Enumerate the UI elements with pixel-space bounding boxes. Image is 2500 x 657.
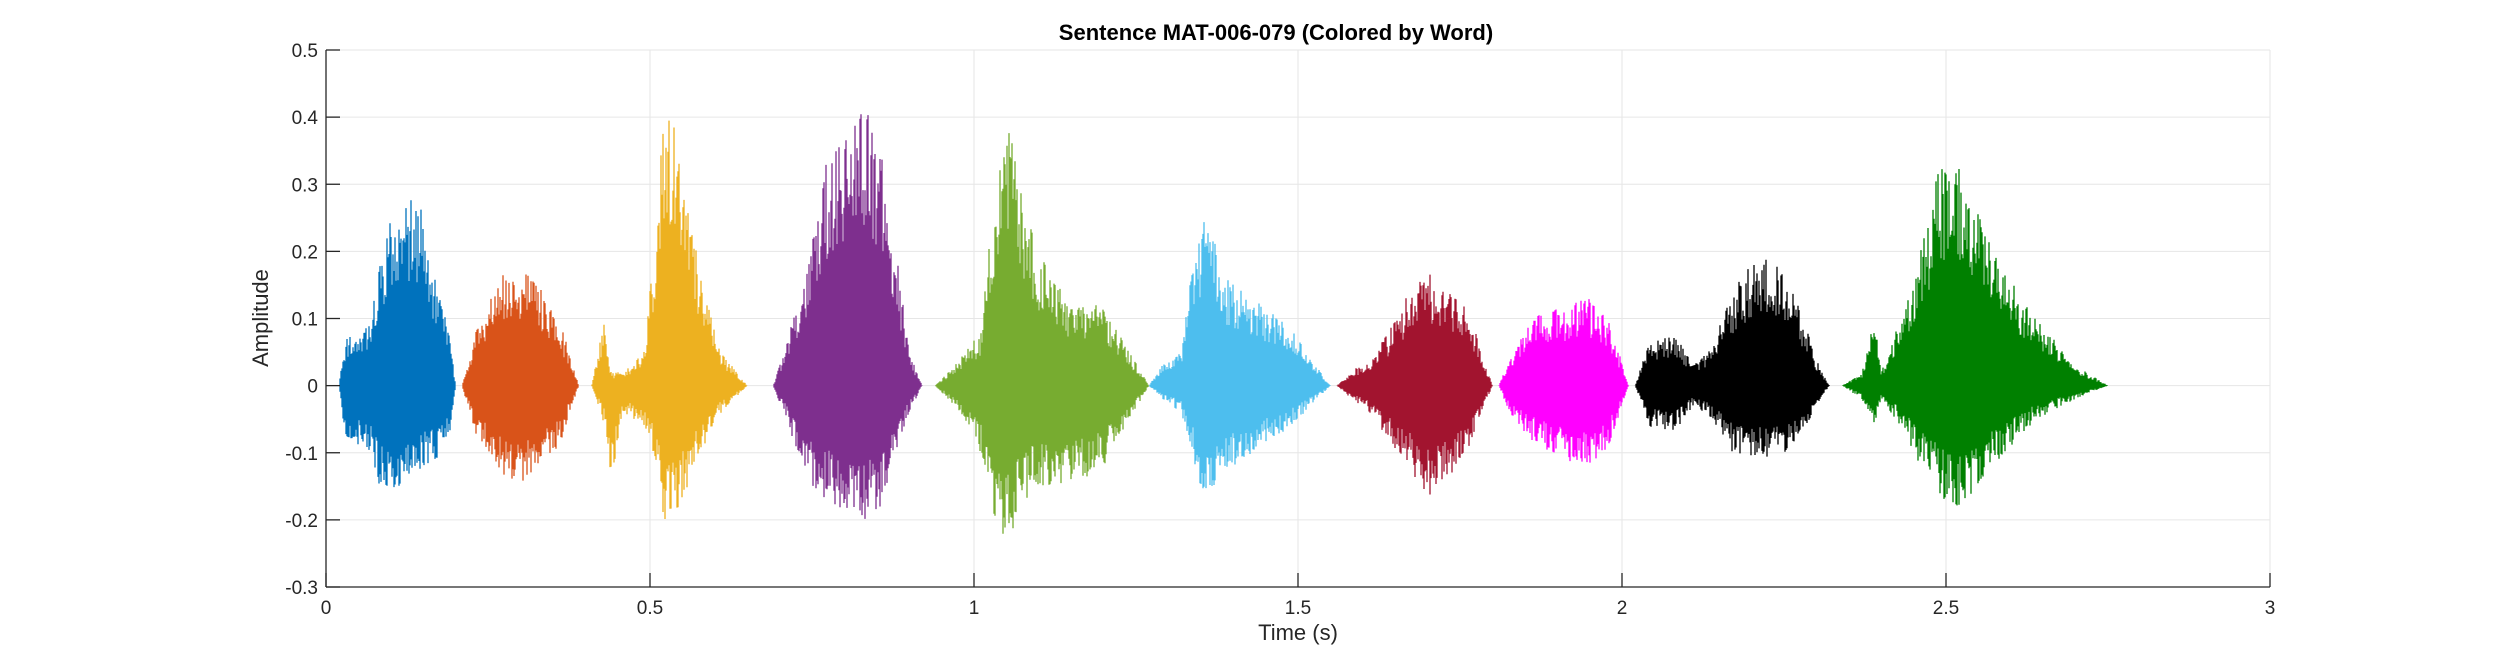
y-axis-label: Amplitude [248,269,273,367]
y-tick-label: 0.3 [292,175,318,196]
x-tick-label: 1 [969,598,980,619]
y-axis-ticks: -0.3 -0.2 -0.1 0 0.1 0.2 0.3 0.4 0.5 [285,41,340,599]
waveform-word-4 [773,114,923,519]
y-tick-label: -0.2 [285,511,318,532]
x-tick-label: 0 [321,598,332,619]
waveform-series [338,114,2108,534]
y-tick-label: 0.1 [292,310,318,331]
y-tick-label: -0.1 [285,444,318,465]
y-tick-label: -0.3 [285,578,318,599]
waveform-word-9 [1634,259,1830,457]
waveform-word-10 [1842,169,2108,506]
x-tick-label: 0.5 [637,598,663,619]
x-tick-label: 2 [1617,598,1628,619]
x-axis-ticks: 0 0.5 1 1.5 2 2.5 3 [321,573,2276,619]
y-tick-label: 0.2 [292,242,318,263]
y-tick-label: 0.4 [292,108,319,129]
chart-title: Sentence MAT-006-079 (Colored by Word) [1059,20,1493,45]
y-tick-label: 0 [307,377,318,398]
x-tick-label: 1.5 [1285,598,1311,619]
waveform-word-2 [462,274,579,481]
y-tick-label: 0.5 [292,41,318,62]
waveform-word-6 [1149,222,1331,489]
waveform-word-3 [591,120,748,519]
x-axis-label: Time (s) [1258,620,1338,645]
waveform-word-7 [1336,274,1493,495]
waveform-word-5 [935,133,1149,534]
x-tick-label: 2.5 [1933,598,1959,619]
x-tick-label: 3 [2265,598,2276,619]
waveform-word-8 [1498,299,1629,463]
